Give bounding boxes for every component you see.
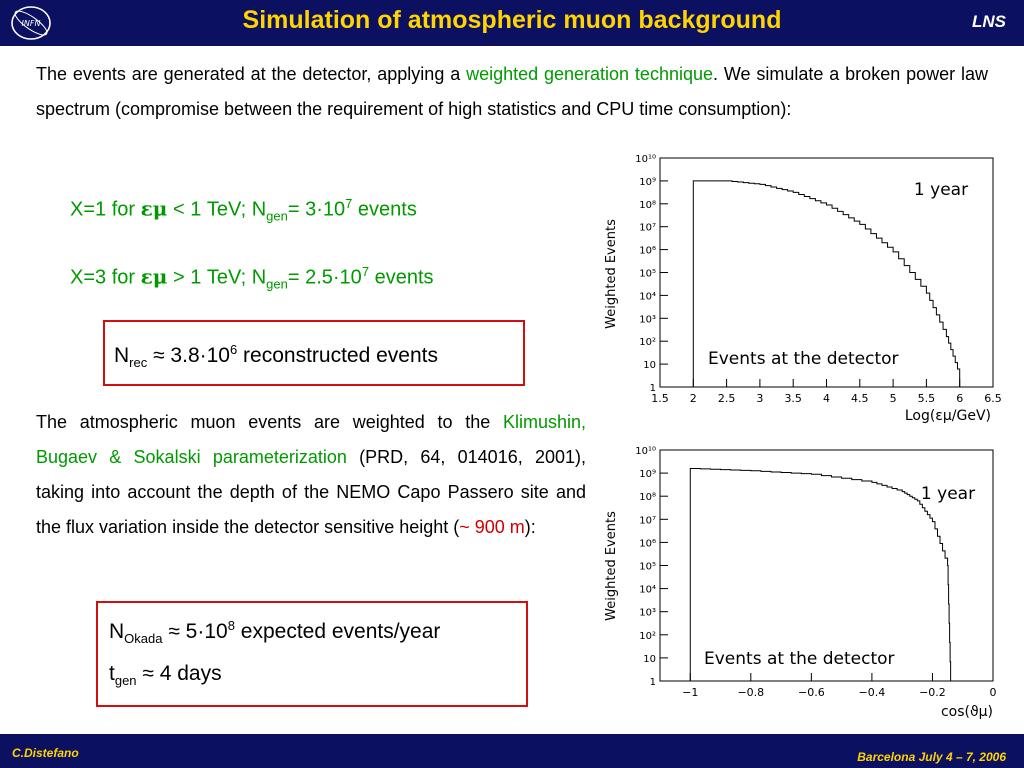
weighting-paragraph: The atmospheric muon events are weighted…	[36, 412, 586, 537]
slide-footer: C.Distefano Barcelona July 4 – 7, 2006	[0, 734, 1024, 768]
y-tick-label: 1	[650, 677, 656, 688]
x-tick-label: 6.5	[984, 392, 1002, 405]
x-tick-label: 5.5	[918, 392, 936, 405]
angular-histogram-line	[689, 467, 952, 681]
energy-spectrum-plot: 1 10 10² 10³ 10⁴ 10⁵ 10⁶ 10⁷ 10⁸ 10⁹ 10¹⁰ 1.5 2 2.5 3…	[604, 154, 1002, 424]
logo-text: INFN	[22, 19, 41, 28]
x-tick-label: 3	[756, 392, 763, 405]
y-tick-label: 1	[650, 383, 656, 394]
y-tick-label: 10⁴	[639, 585, 656, 596]
x-axis-label: Log(εμ/GeV)	[905, 408, 991, 424]
x-tick-label: 1.5	[651, 392, 669, 405]
plot-frame	[659, 449, 994, 682]
y-tick-label: 10⁵	[639, 269, 656, 280]
x-tick-label: −0.4	[859, 686, 886, 699]
x-tick-label: 2.5	[718, 392, 736, 405]
y-tick-label: 10⁷	[639, 223, 656, 234]
infn-logo: INFN	[11, 6, 51, 40]
annotation-events-at-detector: Events at the detector	[708, 349, 899, 369]
weighted-technique-text: weighted generation technique	[466, 64, 713, 84]
x-tick-label: 3.5	[784, 392, 802, 405]
y-tick-label: 10⁹	[639, 469, 656, 480]
parameterization-text: Klimushin, Bugaev & Sokalski parameteriz…	[36, 412, 586, 467]
x-tick-label: −1	[682, 686, 698, 699]
y-tick-label: 10⁵	[639, 562, 656, 573]
generation-time-text: tgen ≈ 4 days	[109, 662, 222, 689]
rule-high-energy: X=3 for εμ > 1 TeV; Ngen= 2.5·107 events	[70, 264, 434, 292]
annotation-one-year: 1 year	[921, 484, 975, 504]
reconstructed-events-box: Nrec ≈ 3.8·106 reconstructed events	[103, 320, 525, 386]
y-tick-label: 10	[643, 360, 656, 371]
y-axis-label: Weighted Events	[604, 511, 619, 621]
expected-events-text: NOkada ≈ 5·108 expected events/year	[109, 618, 441, 647]
annotation-events-at-detector: Events at the detector	[704, 649, 895, 669]
depth-text: ~ 900 m	[459, 517, 525, 537]
rule-low-energy: X=1 for εμ < 1 TeV; Ngen= 3·107 events	[70, 196, 417, 224]
reconstructed-events-text: Nrec ≈ 3.8·106 reconstructed events	[114, 342, 438, 371]
x-tick-label: 5	[890, 392, 897, 405]
intro-paragraph: The events are generated at the detector…	[36, 64, 988, 119]
x-tick-label: 4	[823, 392, 830, 405]
y-tick-label: 10³	[639, 314, 656, 325]
expected-events-box: NOkada ≈ 5·108 expected events/year tgen…	[96, 601, 528, 707]
y-tick-label: 10²	[639, 337, 656, 348]
author-label: C.Distefano	[12, 746, 79, 760]
slide-title: Simulation of atmospheric muon backgroun…	[242, 6, 782, 34]
y-tick-label: 10¹⁰	[635, 154, 656, 165]
y-tick-label: 10	[643, 654, 656, 665]
y-tick-label: 10⁷	[639, 515, 656, 526]
plot-frame	[659, 157, 994, 388]
slide-header: INFN Simulation of atmospheric muon back…	[0, 0, 1024, 46]
annotation-one-year: 1 year	[914, 180, 968, 200]
x-tick-label: −0.2	[919, 686, 946, 699]
x-tick-label: 2	[690, 392, 697, 405]
y-tick-label: 10³	[639, 608, 656, 619]
lns-label: LNS	[972, 12, 1006, 31]
x-tick-label: 4.5	[851, 392, 869, 405]
x-tick-label: −0.6	[798, 686, 825, 699]
y-tick-label: 10⁸	[639, 200, 656, 211]
y-tick-label: 10¹⁰	[635, 446, 656, 457]
x-tick-label: −0.8	[737, 686, 764, 699]
y-tick-label: 10⁴	[639, 291, 656, 302]
y-tick-label: 10⁹	[639, 177, 656, 188]
x-axis-label: cos(ϑμ)	[941, 704, 993, 720]
x-tick-label: 0	[990, 686, 997, 699]
y-axis-label: Weighted Events	[604, 219, 619, 329]
y-tick-label: 10⁸	[639, 492, 656, 503]
y-tick-label: 10⁶	[639, 246, 656, 257]
event-label: Barcelona July 4 – 7, 2006	[857, 750, 1006, 764]
energy-histogram-line	[692, 180, 961, 387]
angular-distribution-plot: 1 10 10² 10³ 10⁴ 10⁵ 10⁶ 10⁷ 10⁸ 10⁹ 10¹⁰ −1 −0.8 −0…	[604, 446, 997, 720]
y-tick-label: 10⁶	[639, 538, 656, 549]
x-tick-label: 6	[956, 392, 963, 405]
y-tick-label: 10²	[639, 631, 656, 642]
